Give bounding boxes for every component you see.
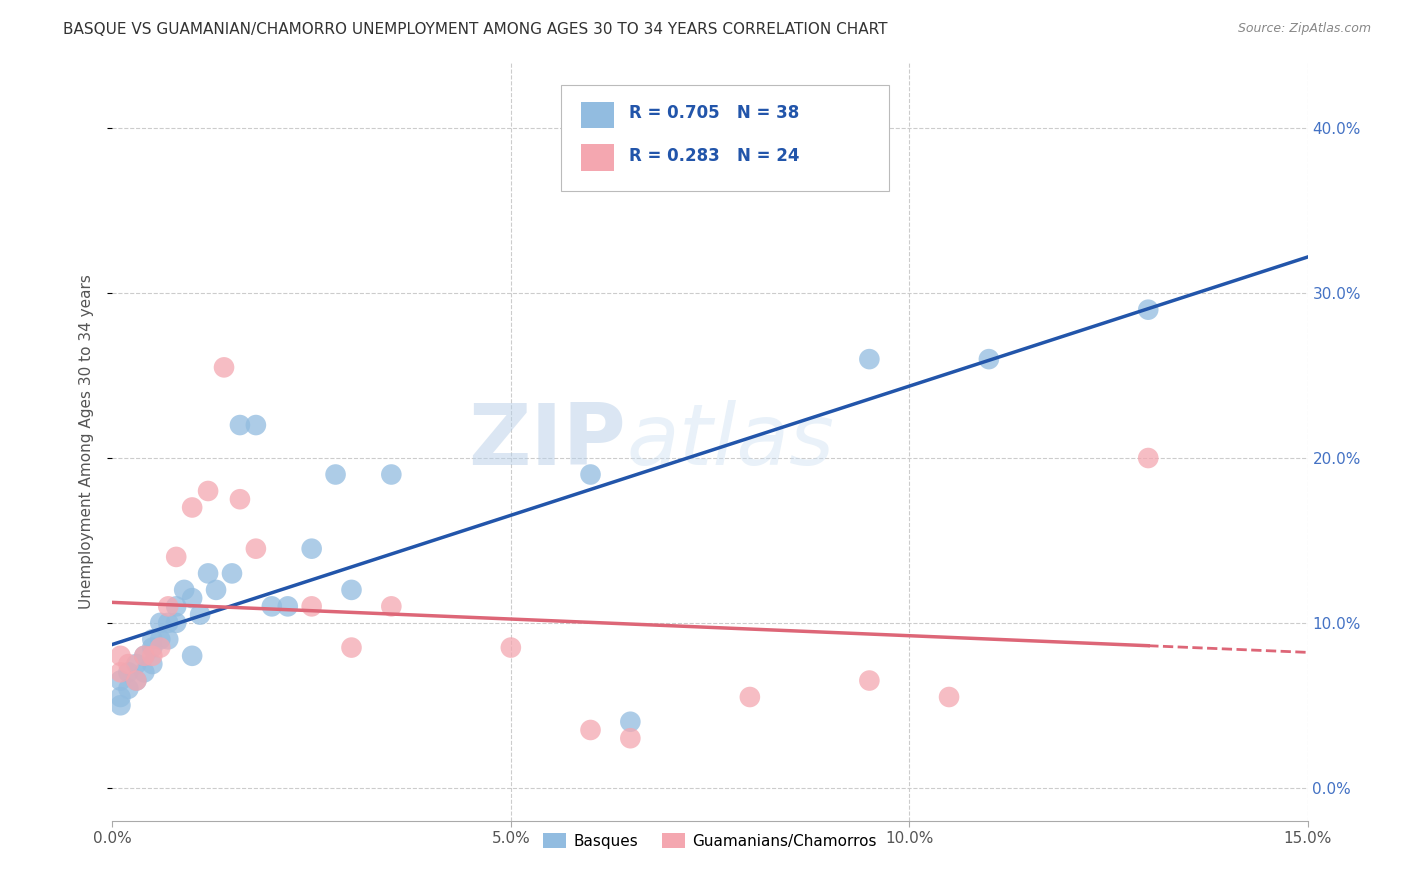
Point [110, 665, 132, 680]
Point [619, 731, 641, 746]
Point [340, 582, 363, 597]
Point [229, 418, 252, 433]
Point [117, 681, 139, 696]
Point [188, 607, 211, 622]
Point [738, 690, 761, 704]
Point [181, 591, 204, 606]
Legend: Basques, Guamanians/Chamorros: Basques, Guamanians/Chamorros [537, 827, 883, 855]
Point [149, 615, 172, 630]
Point [125, 673, 148, 688]
Point [157, 615, 180, 630]
Text: R = 0.705   N = 38: R = 0.705 N = 38 [628, 104, 799, 122]
Point [245, 418, 267, 433]
Point [619, 714, 641, 729]
Point [165, 615, 187, 630]
Point [165, 599, 187, 614]
Bar [581, 145, 614, 171]
Text: ZIP: ZIP [468, 400, 627, 483]
Point [134, 648, 156, 663]
Point [149, 640, 172, 655]
Point [157, 599, 180, 614]
Point [125, 673, 148, 688]
Point [110, 690, 132, 704]
Y-axis label: Unemployment Among Ages 30 to 34 years: Unemployment Among Ages 30 to 34 years [79, 274, 94, 609]
Point [141, 640, 163, 655]
Point [181, 500, 204, 515]
Text: BASQUE VS GUAMANIAN/CHAMORRO UNEMPLOYMENT AMONG AGES 30 TO 34 YEARS CORRELATION : BASQUE VS GUAMANIAN/CHAMORRO UNEMPLOYMEN… [63, 22, 887, 37]
Point [134, 665, 156, 680]
Point [858, 352, 880, 367]
Bar [581, 102, 614, 128]
Point [260, 599, 283, 614]
Text: atlas: atlas [627, 400, 834, 483]
Point [1137, 302, 1160, 317]
Point [229, 492, 252, 507]
Point [325, 467, 347, 482]
Point [221, 566, 243, 581]
Point [245, 541, 267, 556]
Point [977, 352, 1000, 367]
Point [117, 665, 139, 680]
Point [110, 698, 132, 713]
Point [579, 467, 602, 482]
Point [938, 690, 960, 704]
Point [1137, 450, 1160, 465]
Point [380, 467, 402, 482]
Point [173, 582, 195, 597]
Text: R = 0.283   N = 24: R = 0.283 N = 24 [628, 146, 799, 165]
Point [141, 632, 163, 647]
Point [165, 549, 187, 564]
Point [205, 582, 228, 597]
Point [117, 657, 139, 671]
Text: Source: ZipAtlas.com: Source: ZipAtlas.com [1237, 22, 1371, 36]
Point [197, 483, 219, 498]
FancyBboxPatch shape [561, 85, 890, 191]
Point [110, 648, 132, 663]
Point [579, 723, 602, 737]
Point [858, 673, 880, 688]
Point [110, 673, 132, 688]
Point [134, 648, 156, 663]
Point [301, 599, 323, 614]
Point [141, 648, 163, 663]
Point [499, 640, 522, 655]
Point [157, 632, 180, 647]
Point [149, 632, 172, 647]
Point [340, 640, 363, 655]
Point [380, 599, 402, 614]
Point [277, 599, 299, 614]
Point [181, 648, 204, 663]
Point [141, 657, 163, 671]
Point [301, 541, 323, 556]
Point [212, 360, 235, 375]
Point [125, 657, 148, 671]
Point [197, 566, 219, 581]
